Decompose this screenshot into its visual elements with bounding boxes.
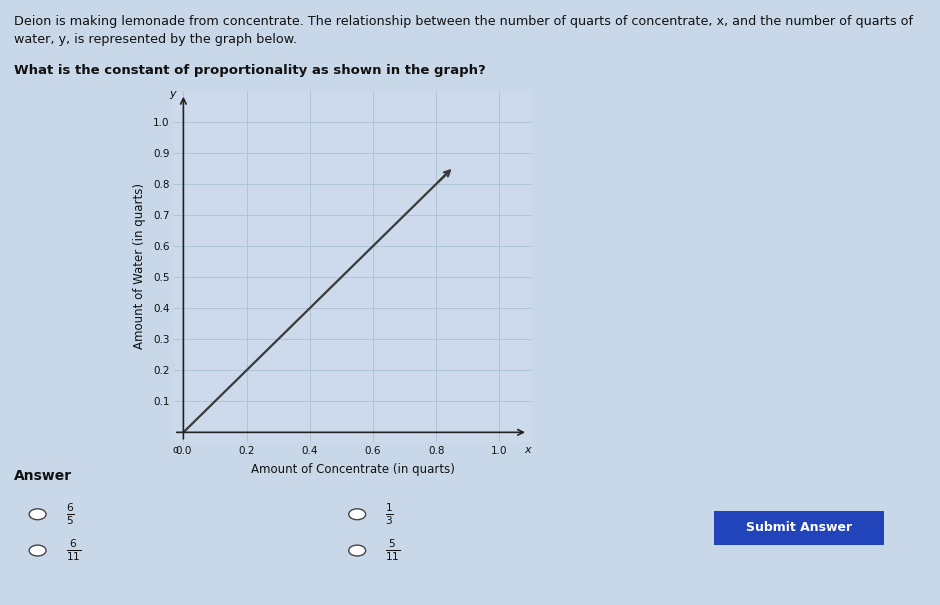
Text: Answer: Answer bbox=[14, 469, 72, 483]
Text: $\frac{6}{5}$: $\frac{6}{5}$ bbox=[66, 502, 74, 527]
Text: $\frac{6}{11}$: $\frac{6}{11}$ bbox=[66, 538, 82, 563]
Text: o: o bbox=[173, 445, 179, 455]
Text: x: x bbox=[525, 445, 531, 455]
Text: Submit Answer: Submit Answer bbox=[746, 522, 852, 534]
Y-axis label: Amount of Water (in quarts): Amount of Water (in quarts) bbox=[133, 183, 147, 349]
Text: What is the constant of proportionality as shown in the graph?: What is the constant of proportionality … bbox=[14, 64, 486, 76]
Text: $\frac{5}{11}$: $\frac{5}{11}$ bbox=[385, 538, 401, 563]
Text: y: y bbox=[169, 89, 176, 99]
Text: water, y, is represented by the graph below.: water, y, is represented by the graph be… bbox=[14, 33, 297, 46]
X-axis label: Amount of Concentrate (in quarts): Amount of Concentrate (in quarts) bbox=[251, 463, 454, 476]
Text: Deion is making lemonade from concentrate. The relationship between the number o: Deion is making lemonade from concentrat… bbox=[14, 15, 913, 28]
Text: $\frac{1}{3}$: $\frac{1}{3}$ bbox=[385, 502, 394, 527]
